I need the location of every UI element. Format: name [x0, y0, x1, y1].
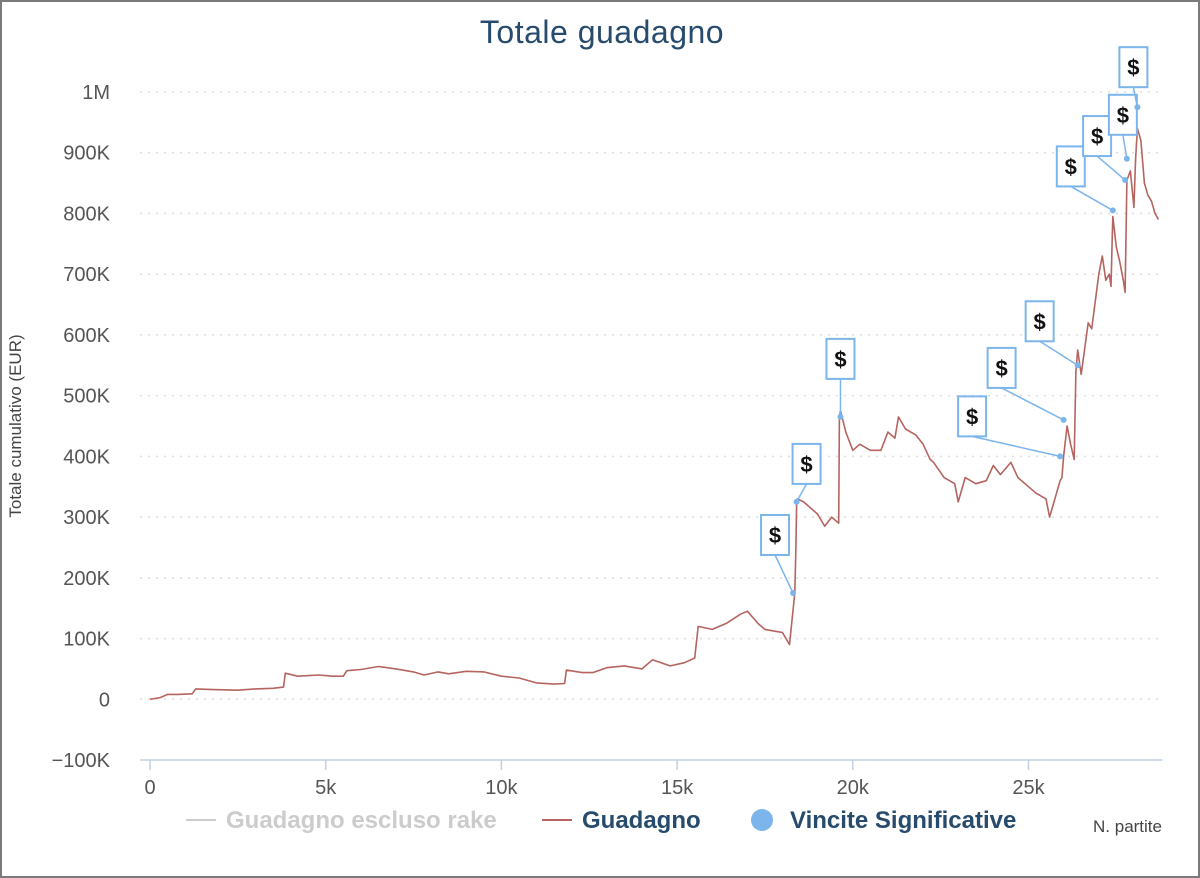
legend-item-guadagno-escluso-rake[interactable]: Guadagno escluso rake	[186, 807, 497, 834]
flag-box	[760, 514, 791, 556]
legend[interactable]: Guadagno escluso rake Guadagno Vincite Sig…	[186, 807, 1016, 834]
y-tick-label: 1M	[82, 82, 110, 104]
flag-box	[1024, 300, 1055, 343]
significant-win-flag[interactable]: $	[760, 514, 797, 596]
flag-label: $	[1065, 154, 1077, 179]
flag-point[interactable]	[1122, 177, 1129, 184]
flag-box	[1118, 46, 1149, 89]
flag-connector	[1132, 87, 1139, 108]
flag-connector	[795, 483, 808, 503]
legend-label: Guadagno	[582, 807, 701, 834]
flag-connector	[971, 435, 1061, 458]
flag-point[interactable]	[793, 498, 800, 505]
flag-connector	[1096, 155, 1126, 181]
flag-layer: $ $ $ $ $ $ $ $ $ $	[760, 46, 1149, 596]
flag-label: $	[1127, 55, 1139, 80]
y-tick-label: 200K	[63, 568, 110, 590]
flag-box	[986, 346, 1017, 389]
flag-label: $	[1034, 309, 1046, 334]
flag-point[interactable]	[1074, 362, 1081, 369]
flag-label: $	[800, 452, 812, 477]
x-tick-label: 5k	[315, 777, 337, 799]
x-tick-label: 0	[144, 777, 155, 799]
flag-point[interactable]	[790, 590, 797, 596]
flag-point[interactable]	[1060, 416, 1067, 423]
flag-label: $	[769, 523, 781, 548]
flag-connector	[774, 554, 794, 594]
y-tick-label: 400K	[63, 446, 110, 468]
flag-point[interactable]	[1134, 104, 1141, 111]
flag-label: $	[1117, 103, 1129, 128]
y-tick-label: 600K	[63, 325, 110, 347]
y-tick-label: 100K	[63, 629, 110, 651]
legend-item-guadagno[interactable]: Guadagno	[542, 807, 701, 834]
flag-box	[791, 442, 822, 485]
significant-win-flag[interactable]: $	[825, 337, 856, 420]
y-tick-label: 0	[99, 689, 110, 711]
legend-item-vincite-significative[interactable]: Vincite Significative	[751, 807, 1016, 834]
x-tick-label: 10k	[485, 777, 518, 799]
flag-connector	[1001, 387, 1064, 421]
flag-connector	[1122, 134, 1128, 159]
significant-win-flag[interactable]: $	[1082, 115, 1129, 184]
legend-label: Vincite Significative	[790, 807, 1016, 834]
y-axis-title: Totale cumulativo (EUR)	[6, 334, 25, 517]
flag-label: $	[834, 347, 846, 372]
flag-point[interactable]	[1123, 155, 1130, 162]
y-tick-label: 700K	[63, 264, 110, 286]
flag-label: $	[966, 404, 978, 429]
y-tick-label: 900K	[63, 143, 110, 165]
x-tick-label: 20k	[837, 777, 870, 799]
x-tick-label: 25k	[1012, 777, 1045, 799]
significant-win-flag[interactable]: $	[1107, 93, 1138, 162]
flag-box	[1107, 93, 1138, 136]
axes: −100K 0 100K 200K 300K 400K 500K 600K 700K 800K 90…	[6, 82, 1162, 836]
flag-point[interactable]	[837, 413, 844, 420]
grid	[140, 91, 1162, 701]
significant-win-flag[interactable]: $	[986, 346, 1067, 423]
flag-point[interactable]	[1109, 207, 1116, 214]
x-axis-title: N. partite	[1093, 817, 1162, 836]
legend-label: Guadagno escluso rake	[226, 807, 497, 834]
flag-label: $	[995, 356, 1007, 381]
flag-connector	[1039, 340, 1079, 366]
flag-box	[825, 337, 856, 380]
flag-box	[1055, 145, 1086, 188]
y-tick-label: 500K	[63, 386, 110, 408]
flag-box	[1082, 115, 1113, 158]
x-tick-label: 15k	[661, 777, 694, 799]
flag-connector	[1070, 185, 1114, 212]
significant-win-flag[interactable]: $	[791, 442, 822, 505]
legend-symbol	[751, 809, 773, 831]
significant-win-flag[interactable]: $	[1055, 145, 1116, 214]
y-tick-label: 300K	[63, 507, 110, 529]
significant-win-flag[interactable]: $	[1024, 300, 1081, 369]
flag-point[interactable]	[1057, 453, 1064, 460]
significant-win-flag[interactable]: $	[1118, 46, 1149, 111]
flag-box	[957, 395, 988, 438]
y-tick-label: −100K	[52, 750, 111, 772]
y-tick-label: 800K	[63, 203, 110, 225]
significant-win-flag[interactable]: $	[957, 395, 1064, 460]
flag-label: $	[1091, 124, 1103, 149]
chart-title: Totale guadagno	[479, 14, 725, 50]
